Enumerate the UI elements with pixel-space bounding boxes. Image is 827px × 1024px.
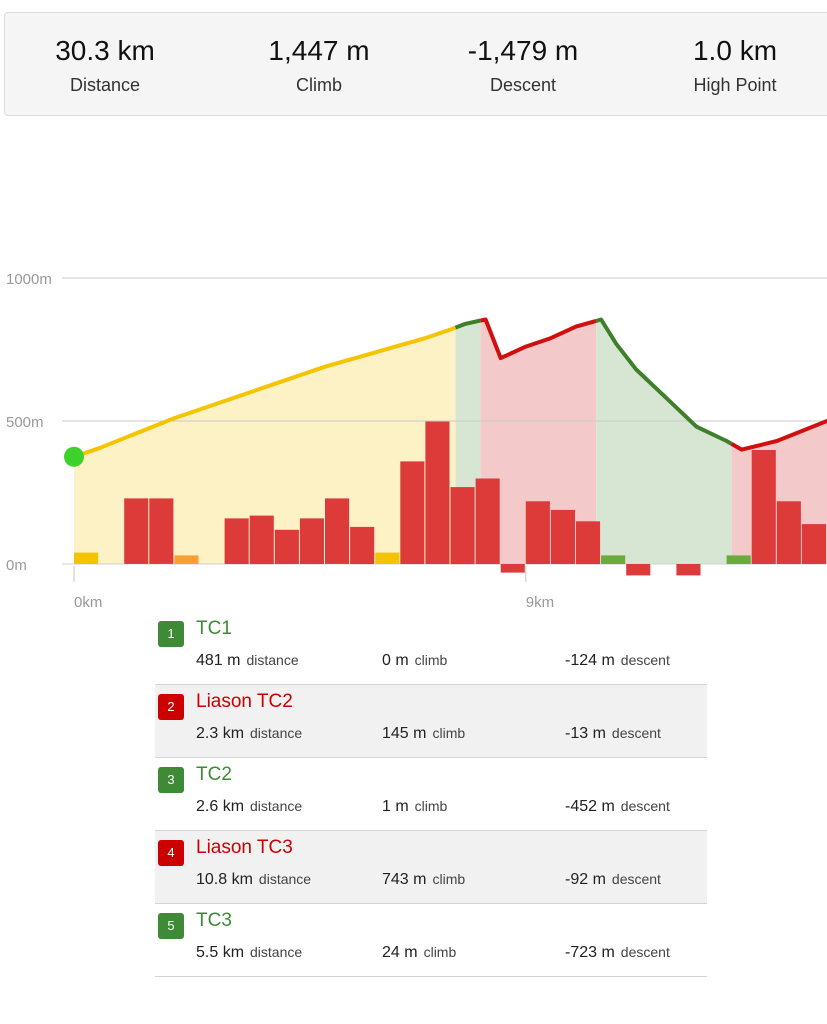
climb-value: 1,447 m <box>268 35 370 66</box>
segment-row[interactable]: 2 Liason TC2 2.3 km distance 145 m climb -… <box>155 685 707 758</box>
segment-name[interactable]: TC3 <box>196 910 232 931</box>
climb-label: Climb <box>295 75 342 95</box>
x-tick-label: 9km <box>526 594 554 610</box>
gradient-bar <box>325 498 350 564</box>
segment-climb: 1 m climb <box>382 798 448 815</box>
segment-name[interactable]: TC1 <box>196 618 232 639</box>
gradient-bar <box>801 524 826 564</box>
segment-name[interactable]: TC2 <box>196 764 232 785</box>
segment-climb: 743 m climb <box>382 871 466 888</box>
gradient-bar <box>676 564 701 576</box>
segment-number-badge: 3 <box>158 767 184 793</box>
gradient-bar <box>400 461 425 564</box>
gradient-bar <box>299 518 324 564</box>
gradient-bar <box>74 552 99 564</box>
start-marker-icon <box>64 446 84 467</box>
high-point-value: 1.0 km <box>692 35 778 66</box>
distance-stat: 30.3 km Distance <box>15 13 195 96</box>
segment-name[interactable]: Liason TC3 <box>196 837 293 858</box>
segment-number-badge: 4 <box>158 840 184 866</box>
descent-stat: -1,479 m Descent <box>433 13 613 96</box>
gradient-bar <box>274 529 299 564</box>
segment-row[interactable]: 4 Liason TC3 10.8 km distance 743 m climb … <box>155 831 707 904</box>
distance-label: Distance <box>69 75 141 95</box>
segment-descent: -13 m descent <box>565 725 661 742</box>
segment-number-badge: 2 <box>158 694 184 720</box>
segment-row[interactable]: 5 TC3 5.5 km distance 24 m climb -723 m des… <box>155 904 707 977</box>
segment-descent: -124 m descent <box>565 652 670 669</box>
gradient-bar <box>174 555 199 564</box>
segment-row[interactable]: 1 TC1 481 m distance 0 m climb -124 m desce… <box>155 612 707 685</box>
high-point-stat: 1.0 km High Point <box>645 13 825 96</box>
route-summary-panel: 30.3 km Distance 1,447 m Climb -1,479 m … <box>4 12 827 116</box>
elevation-line <box>730 418 827 452</box>
distance-value: 30.3 km <box>55 35 155 66</box>
y-tick-label: 1000m <box>6 271 52 288</box>
y-tick-label: 500m <box>6 414 44 431</box>
segment-climb: 24 m climb <box>382 944 457 961</box>
gradient-bar <box>375 552 400 564</box>
climb-stat: 1,447 m Climb <box>229 13 409 96</box>
gradient-bar <box>149 498 174 564</box>
profile-zone-fill <box>480 319 597 564</box>
gradient-bar <box>525 501 550 564</box>
gradient-bar <box>249 515 274 565</box>
profile-zone-fill <box>596 319 732 564</box>
segment-number-badge: 5 <box>158 913 184 939</box>
gradient-bar <box>626 564 651 576</box>
descent-value: -1,479 m <box>467 35 579 66</box>
segment-climb: 0 m climb <box>382 652 448 669</box>
segment-descent: -92 m descent <box>565 871 661 888</box>
elevation-line <box>480 317 597 361</box>
gradient-bar <box>124 498 149 564</box>
segment-climb: 145 m climb <box>382 725 466 742</box>
segment-distance: 2.6 km distance <box>196 798 303 815</box>
segment-distance: 2.3 km distance <box>196 725 303 742</box>
gradient-bar <box>500 564 525 573</box>
segment-descent: -452 m descent <box>565 798 670 815</box>
gradient-bar <box>475 478 500 564</box>
gradient-bar <box>350 526 375 564</box>
x-tick-label: 0km <box>74 594 102 610</box>
gradient-bar <box>450 487 475 565</box>
gradient-bar <box>776 501 801 564</box>
elevation-chart[interactable]: 0m500m1000m0km9km18km27km <box>0 230 827 610</box>
gradient-bar <box>751 450 776 564</box>
gradient-bar <box>601 555 626 564</box>
gradient-bar <box>576 521 601 565</box>
segment-distance: 5.5 km distance <box>196 944 303 961</box>
segment-distance: 481 m distance <box>196 652 299 669</box>
high-point-label: High Point <box>693 75 777 95</box>
gradient-bar <box>550 509 575 564</box>
gradient-bar <box>726 555 751 564</box>
segment-row[interactable]: 3 TC2 2.6 km distance 1 m climb -452 m desc… <box>155 758 707 831</box>
gradient-bar <box>224 518 249 564</box>
segment-name[interactable]: Liason TC2 <box>196 691 293 712</box>
elevation-line <box>595 317 733 446</box>
segment-distance: 10.8 km distance <box>196 871 312 888</box>
y-tick-label: 0m <box>6 557 27 574</box>
segment-descent: -723 m descent <box>565 944 670 961</box>
gradient-bar <box>425 421 450 564</box>
segment-list: 1 TC1 481 m distance 0 m climb -124 m desce… <box>155 612 707 977</box>
segment-number-badge: 1 <box>158 621 184 647</box>
elevation-line <box>73 325 457 459</box>
descent-label: Descent <box>489 75 557 95</box>
elevation-line <box>454 318 482 330</box>
